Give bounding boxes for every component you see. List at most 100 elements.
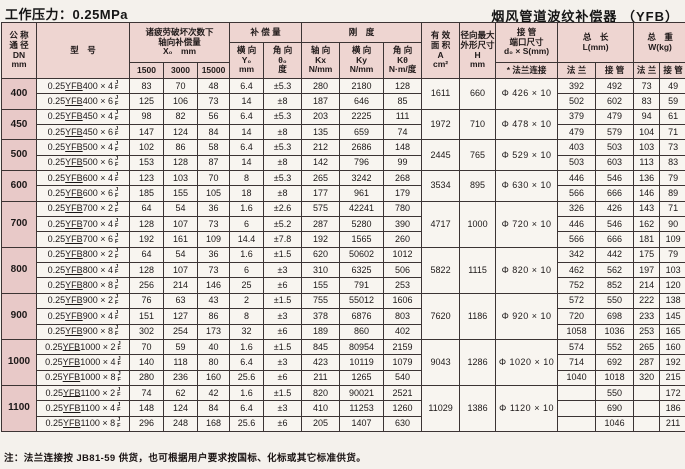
model-size: 800 × 2 — [82, 249, 113, 260]
model-series: YFB — [63, 402, 81, 413]
cell-ky: 659 — [339, 124, 385, 141]
cell-w_pipe: 160 — [659, 338, 685, 356]
footnote: 注：法兰连接按 JB81-59 供货，也可根据用户要求按国标、化标或其它标准供货… — [4, 453, 367, 464]
port-size-value: Φ 478 × 10 — [495, 108, 559, 141]
cell-x15000: 80 — [196, 354, 231, 371]
h-value: 1386 — [459, 384, 497, 432]
model-series: YFB — [65, 295, 83, 306]
model-size: 700 × 2 — [82, 203, 113, 214]
cell-x3000: 54 — [163, 246, 198, 264]
cell-y: 14.4 — [229, 231, 265, 248]
cell-ky: 791 — [339, 277, 385, 294]
cell-x15000: 36 — [196, 200, 231, 218]
cell-x1500: 64 — [129, 200, 164, 218]
top-bar: 工作压力：0.25MPa 烟风管道波纹补偿器 （YFB） — [0, 2, 685, 24]
model-series: YFB — [65, 264, 83, 275]
cell-theta: ±1.5 — [263, 292, 303, 310]
cell-x15000: 146 — [196, 277, 231, 294]
model-size: 500 × 4 — [82, 141, 113, 152]
model-size: 1100 × 2 — [80, 387, 116, 398]
area-value: 5822 — [421, 246, 461, 294]
h-value: 1000 — [459, 200, 497, 248]
cell-y: 6 — [229, 262, 265, 279]
cell-x15000: 73 — [196, 262, 231, 279]
cell-x15000: 58 — [196, 139, 231, 156]
table-header: 公 称 通 径 DN mm 型 号 诸疲劳破坏次数下 轴向补偿量 X₀ mm 补… — [1, 22, 685, 79]
dn-value: 600 — [1, 170, 37, 202]
model-series: YFB — [65, 141, 83, 152]
cell-x15000: 48 — [196, 77, 231, 95]
cell-kx: 378 — [301, 308, 341, 325]
cell-theta: ±3 — [263, 400, 303, 417]
cell-w_flange: 287 — [633, 354, 661, 371]
model-prefix: 0.25 — [47, 280, 66, 291]
cell-x15000: 36 — [196, 246, 231, 264]
port-size-value: Φ 1120 × 10 — [495, 384, 559, 432]
cell-l_flange: 502 — [557, 93, 597, 110]
cell-ktheta: 780 — [383, 200, 423, 218]
header-total-weight: 总 重 W(kg) — [633, 22, 685, 63]
cell-ky: 11253 — [339, 400, 385, 417]
model-series: YFB — [62, 372, 81, 383]
header-cycles-3000: 3000 — [163, 62, 198, 79]
h-value: 1286 — [459, 338, 497, 386]
cell-l_pipe: 562 — [595, 262, 635, 279]
header-length-flange: 法 兰 — [557, 62, 597, 79]
model-series: YFB — [65, 80, 83, 91]
cell-ktheta: 85 — [383, 93, 423, 110]
working-pressure-title: 工作压力：0.25MPa — [5, 7, 129, 22]
cell-w_flange: 253 — [633, 323, 661, 340]
cell-x15000: 73 — [196, 216, 231, 233]
cell-ky: 55012 — [339, 292, 385, 310]
cell-ktheta: 540 — [383, 369, 423, 386]
cell-ky: 2225 — [339, 108, 385, 126]
cell-x3000: 214 — [163, 277, 198, 294]
cell-w_pipe: 145 — [659, 308, 685, 325]
table-row: 0.25YFB800 × 8 J F 256 214 146 25 ±6 155 791 253 75… — [2, 277, 685, 294]
header-flange-connection-note: * 法兰连接 — [495, 62, 559, 79]
cell-x15000: 87 — [196, 154, 231, 172]
cell-l_flange: 1058 — [557, 323, 597, 340]
cell-ktheta: 803 — [383, 308, 423, 325]
cell-l_pipe: 698 — [595, 308, 635, 325]
cell-ktheta: 2159 — [383, 338, 423, 356]
cell-kx: 310 — [301, 262, 341, 279]
cell-l_flange: 326 — [557, 200, 597, 218]
cell-w_flange: 162 — [633, 216, 661, 233]
cell-y: 6.4 — [229, 77, 265, 95]
cell-w_flange: 197 — [633, 262, 661, 279]
cell-w_pipe: 120 — [659, 277, 685, 294]
cell-x1500: 125 — [129, 93, 164, 110]
cell-x1500: 153 — [129, 154, 164, 172]
model-series: YFB — [65, 326, 83, 337]
cell-theta: ±6 — [263, 323, 303, 340]
cell-y: 1.6 — [229, 200, 265, 218]
cell-theta: ±6 — [263, 369, 303, 386]
cell-y: 25.6 — [229, 415, 265, 432]
model-size: 1000 × 2 — [80, 341, 116, 352]
cell-l_flange: 446 — [557, 216, 597, 233]
cell-x1500: 302 — [129, 323, 164, 340]
model-series: YFB — [65, 187, 83, 198]
cell-l_flange: 574 — [557, 338, 597, 356]
cell-kx: 142 — [301, 154, 341, 172]
cell-w_flange — [633, 400, 661, 417]
cell-x1500: 128 — [129, 262, 164, 279]
header-length-pipe: 接 管 — [595, 62, 635, 79]
h-value: 765 — [459, 139, 497, 172]
model-prefix: 0.25 — [47, 249, 66, 260]
